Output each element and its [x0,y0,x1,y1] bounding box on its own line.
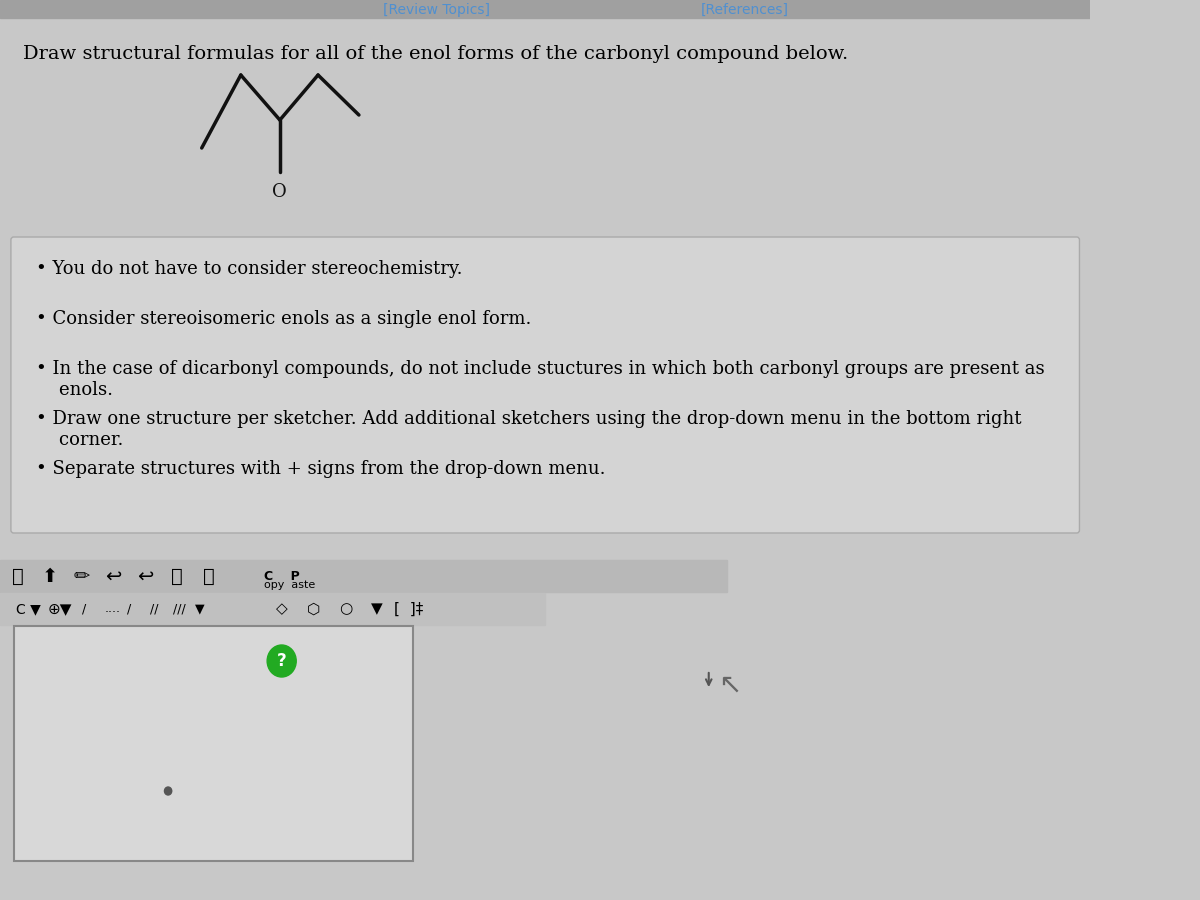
Bar [0,593,545,625]
Text: //: // [150,602,158,616]
Text: ⬆: ⬆ [42,566,58,586]
Bar [0,0,1091,18]
Text: ⊕▼: ⊕▼ [47,601,72,617]
Text: • Draw one structure per sketcher. Add additional sketchers using the drop-down : • Draw one structure per sketcher. Add a… [36,410,1022,449]
Text: ◇: ◇ [276,601,288,617]
Text: ....: .... [104,602,120,616]
Text: ↖: ↖ [718,671,742,699]
Text: ↩: ↩ [106,566,121,586]
Text: 🖐: 🖐 [12,566,24,586]
Text: ?: ? [277,652,287,670]
Text: opy  aste: opy aste [264,580,314,590]
Text: C ▼: C ▼ [17,602,41,616]
Text: [References]: [References] [701,3,790,17]
Bar [13,626,414,861]
Bar [0,18,1091,228]
Text: 🔍: 🔍 [172,566,184,586]
Text: • Consider stereoisomeric enols as a single enol form.: • Consider stereoisomeric enols as a sin… [36,310,532,328]
Text: • Separate structures with + signs from the drop-down menu.: • Separate structures with + signs from … [36,460,606,478]
Text: • You do not have to consider stereochemistry.: • You do not have to consider stereochem… [36,260,463,278]
FancyBboxPatch shape [11,237,1080,533]
Text: O: O [272,183,287,201]
Text: Draw structural formulas for all of the enol forms of the carbonyl compound belo: Draw structural formulas for all of the … [23,45,848,63]
Text: ▼: ▼ [371,601,383,617]
Circle shape [268,645,296,677]
Circle shape [164,787,172,795]
Bar [0,560,727,592]
Text: C    P: C P [264,570,299,583]
Text: [  ]‡: [ ]‡ [395,601,424,617]
Text: ○: ○ [338,601,352,617]
Text: /: / [127,602,132,616]
Text: ↩: ↩ [137,566,154,586]
Text: ///: /// [173,602,185,616]
Text: ▼: ▼ [196,602,205,616]
Text: ✏: ✏ [73,566,90,586]
Text: [Review Topics]: [Review Topics] [383,3,490,17]
Text: 🔍: 🔍 [203,566,215,586]
Text: • In the case of dicarbonyl compounds, do not include stuctures in which both ca: • In the case of dicarbonyl compounds, d… [36,360,1045,399]
Text: /: / [82,602,86,616]
Text: ⬡: ⬡ [307,601,320,617]
